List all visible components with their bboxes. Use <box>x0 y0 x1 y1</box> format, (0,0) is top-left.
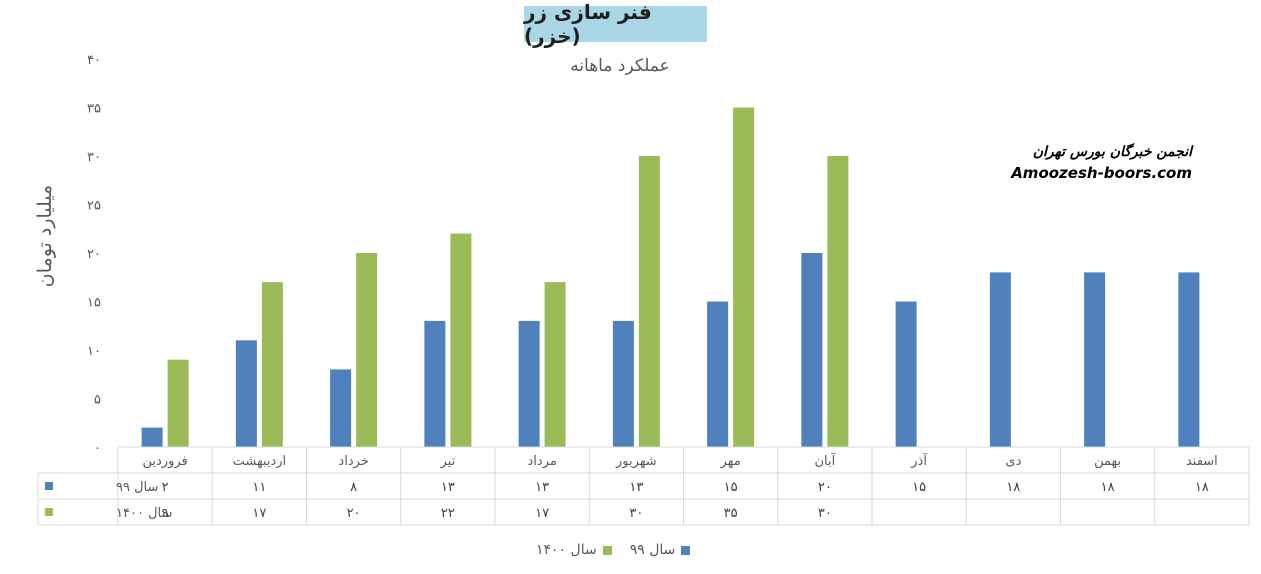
category-label: اردیبهشت <box>233 454 287 469</box>
table-series-name-2: سال ۱۴۰۰ <box>116 506 172 521</box>
legend-swatch-series-1 <box>681 545 691 555</box>
legend-label-series-2: سال ۱۴۰۰ <box>536 542 597 558</box>
category-label: دی <box>1005 454 1021 469</box>
table-series-name-1: سال ۹۹ <box>116 480 158 495</box>
category-label: مرداد <box>527 454 556 469</box>
watermark: انجمن خبرگان بورس تهران Amoozesh-boors.c… <box>980 144 1192 182</box>
chart-title-text: فنر سازی زر (خزر) <box>524 0 652 48</box>
table-value: ۱۱ <box>252 480 266 495</box>
table-legend-key-series-2 <box>45 508 53 516</box>
legend-item-series-1: سال ۹۹ <box>630 542 691 558</box>
y-tick-label: ۰ <box>94 441 101 456</box>
table-value: ۱۸ <box>1101 480 1115 495</box>
y-tick-label: ۳۵ <box>87 102 101 117</box>
bar-series-1 <box>1084 272 1106 447</box>
y-tick-label: ۵ <box>94 393 101 408</box>
bar-series-1 <box>330 369 352 447</box>
bar-series-2 <box>733 107 755 447</box>
table-value: ۱۸ <box>1006 480 1020 495</box>
y-tick-label: ۲۵ <box>87 199 101 214</box>
table-value: ۱۷ <box>252 506 266 521</box>
bar-series-1 <box>989 272 1011 447</box>
table-value: ۱۸ <box>1195 480 1209 495</box>
table-value: ۹ <box>162 506 169 521</box>
bar-series-2 <box>356 253 378 447</box>
category-label: آبان <box>815 452 837 469</box>
table-value: ۱۷ <box>535 506 549 521</box>
chart-title: فنر سازی زر (خزر) <box>524 0 707 48</box>
legend-item-series-2: سال ۱۴۰۰ <box>536 542 612 558</box>
bar-series-2 <box>167 359 189 447</box>
table-value: ۱۵ <box>724 480 738 495</box>
legend-swatch-series-2 <box>602 545 612 555</box>
category-label: مهر <box>720 454 741 469</box>
table-value: ۱۵ <box>912 480 926 495</box>
bar-series-1 <box>424 320 446 447</box>
watermark-line1: انجمن خبرگان بورس تهران <box>1032 144 1192 160</box>
table-value: ۱۳ <box>629 480 643 495</box>
table-value: ۳۰ <box>629 506 643 521</box>
bar-series-2 <box>544 282 566 447</box>
category-label: تیر <box>440 454 456 469</box>
y-tick-label: ۱۰ <box>87 344 101 359</box>
category-label: بهمن <box>1094 454 1121 469</box>
table-value: ۲۰ <box>818 480 832 495</box>
legend-label-series-1: سال ۹۹ <box>629 542 676 558</box>
table-value: ۸ <box>350 480 357 495</box>
table-value: ۲۲ <box>441 506 455 521</box>
table-value: ۱۳ <box>441 480 455 495</box>
bar-series-2 <box>827 156 849 447</box>
y-tick-label: ۴۰ <box>87 53 101 68</box>
category-label: شهریور <box>615 454 657 469</box>
legend: سال ۹۹ سال ۱۴۰۰ <box>536 542 691 558</box>
table-value: ۱۳ <box>535 480 549 495</box>
bar-series-1 <box>612 320 634 447</box>
category-label: اسفند <box>1186 454 1218 469</box>
bar-series-1 <box>707 301 729 447</box>
category-label: آذر <box>910 452 928 469</box>
watermark-line2: Amoozesh-boors.com <box>1011 164 1192 182</box>
category-label: فروردین <box>143 454 188 469</box>
bar-series-1 <box>518 320 540 447</box>
bar-series-1 <box>801 253 823 447</box>
chart-subtitle: عملکرد ماهانه <box>570 56 670 76</box>
table-value: ۲۰ <box>347 506 361 521</box>
bar-series-1 <box>235 340 257 447</box>
table-value: ۲ <box>162 480 169 495</box>
bar-series-2 <box>638 156 660 447</box>
y-tick-label: ۳۰ <box>87 150 101 165</box>
table-value: ۳۰ <box>818 506 832 521</box>
bar-series-2 <box>450 233 472 447</box>
y-tick-label: ۱۵ <box>87 296 101 311</box>
table-value: ۳۵ <box>724 506 738 521</box>
bar-series-1 <box>1178 272 1200 447</box>
bar-series-2 <box>261 282 283 447</box>
bar-series-1 <box>895 301 917 447</box>
category-label: خرداد <box>338 454 368 469</box>
bar-series-1 <box>141 427 163 447</box>
table-legend-key-series-1 <box>45 482 53 490</box>
y-tick-label: ۲۰ <box>87 247 101 262</box>
